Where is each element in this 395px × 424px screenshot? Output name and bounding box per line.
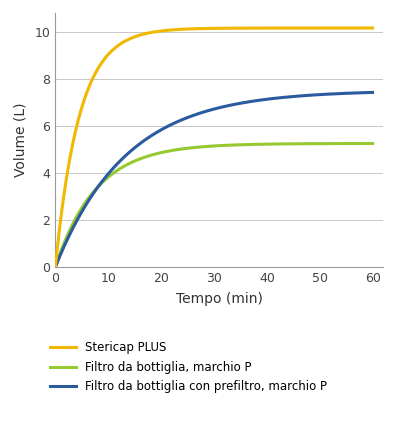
X-axis label: Tempo (min): Tempo (min) — [176, 292, 263, 306]
Y-axis label: Volume (L): Volume (L) — [13, 103, 28, 177]
Legend: Stericap PLUS, Filtro da bottiglia, marchio P, Filtro da bottiglia con prefiltro: Stericap PLUS, Filtro da bottiglia, marc… — [45, 337, 332, 398]
